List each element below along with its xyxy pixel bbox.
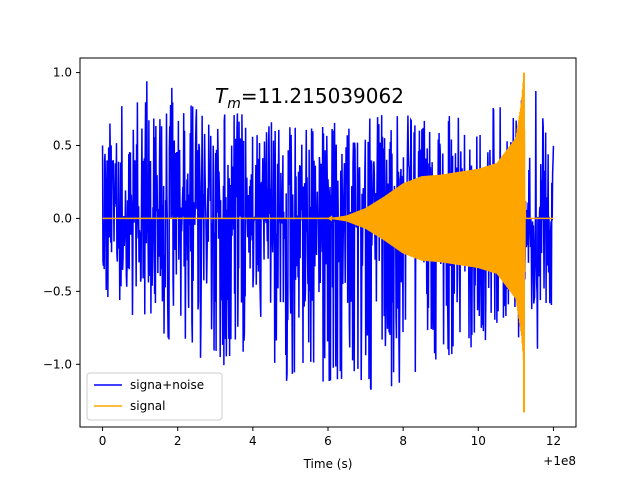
plot-data-layer: [101, 72, 555, 413]
y-tick-label: 0.0: [53, 211, 72, 225]
x-tick-label: 2: [174, 434, 182, 448]
y-tick-label: −0.5: [43, 284, 72, 298]
x-tick-label: 4: [249, 434, 257, 448]
y-tick-label: 1.0: [53, 66, 72, 80]
tm-annotation: Tm=11.215039062: [215, 84, 404, 112]
legend-label-noise: signa+noise: [130, 378, 204, 392]
x-tick-label: 10: [471, 434, 486, 448]
x-axis-label: Time (s): [303, 457, 353, 471]
x-tick-label: 12: [546, 434, 561, 448]
x-tick-label: 0: [99, 434, 107, 448]
tm-subscript: m: [227, 96, 241, 112]
tm-symbol: T: [215, 84, 229, 108]
x-tick-label: 6: [324, 434, 332, 448]
y-tick-label: 0.5: [53, 139, 72, 153]
legend: signa+noise signal: [86, 372, 223, 421]
axis-ticks: 0 2 4 6 8 10 12 −1.0 −0.5 0.0 0.5 1.0: [43, 66, 561, 448]
x-offset-label: +1e8: [543, 454, 576, 468]
tm-value: =11.215039062: [241, 84, 404, 108]
legend-label-signal: signal: [130, 399, 166, 413]
series-signal: [102, 74, 554, 359]
x-tick-label: 8: [399, 434, 407, 448]
y-tick-label: −1.0: [43, 357, 72, 371]
